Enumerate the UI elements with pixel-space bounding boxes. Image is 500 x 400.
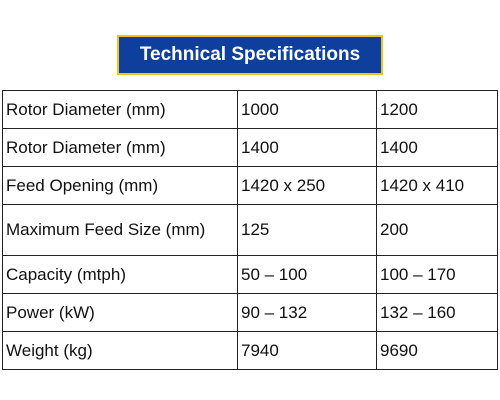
- cell-value: 100 – 170: [376, 255, 498, 294]
- cell-value: 200: [376, 204, 498, 256]
- cell-value: 90 – 132: [237, 293, 377, 332]
- row-label: Maximum Feed Size (mm): [2, 204, 238, 256]
- table-row: Power (kW) 90 – 132 132 – 160: [2, 293, 498, 332]
- table-row: Maximum Feed Size (mm) 125 200: [2, 204, 498, 256]
- table-row: Feed Opening (mm) 1420 x 250 1420 x 410: [2, 166, 498, 205]
- cell-value: 1400: [237, 128, 377, 167]
- title: Technical Specifications: [117, 35, 383, 75]
- cell-value: 1200: [376, 90, 498, 129]
- table-row: Rotor Diameter (mm) 1400 1400: [2, 128, 498, 167]
- row-label: Rotor Diameter (mm): [2, 90, 238, 129]
- cell-value: 7940: [237, 331, 377, 370]
- table-row: Rotor Diameter (mm) 1000 1200: [2, 90, 498, 129]
- row-label: Feed Opening (mm): [2, 166, 238, 205]
- table-row: Weight (kg) 7940 9690: [2, 331, 498, 370]
- row-label: Power (kW): [2, 293, 238, 332]
- cell-value: 1420 x 410: [376, 166, 498, 205]
- cell-value: 50 – 100: [237, 255, 377, 294]
- row-label: Capacity (mtph): [2, 255, 238, 294]
- cell-value: 1400: [376, 128, 498, 167]
- cell-value: 1000: [237, 90, 377, 129]
- table-body: Rotor Diameter (mm) 1000 1200 Rotor Diamete…: [2, 90, 498, 370]
- spec-table: Rotor Diameter (mm) 1000 1200 Rotor Diamete…: [2, 90, 498, 370]
- row-label: Weight (kg): [2, 331, 238, 370]
- row-label: Rotor Diameter (mm): [2, 128, 238, 167]
- cell-value: 132 – 160: [376, 293, 498, 332]
- cell-value: 9690: [376, 331, 498, 370]
- cell-value: 125: [237, 204, 377, 256]
- table-row: Capacity (mtph) 50 – 100 100 – 170: [2, 255, 498, 294]
- cell-value: 1420 x 250: [237, 166, 377, 205]
